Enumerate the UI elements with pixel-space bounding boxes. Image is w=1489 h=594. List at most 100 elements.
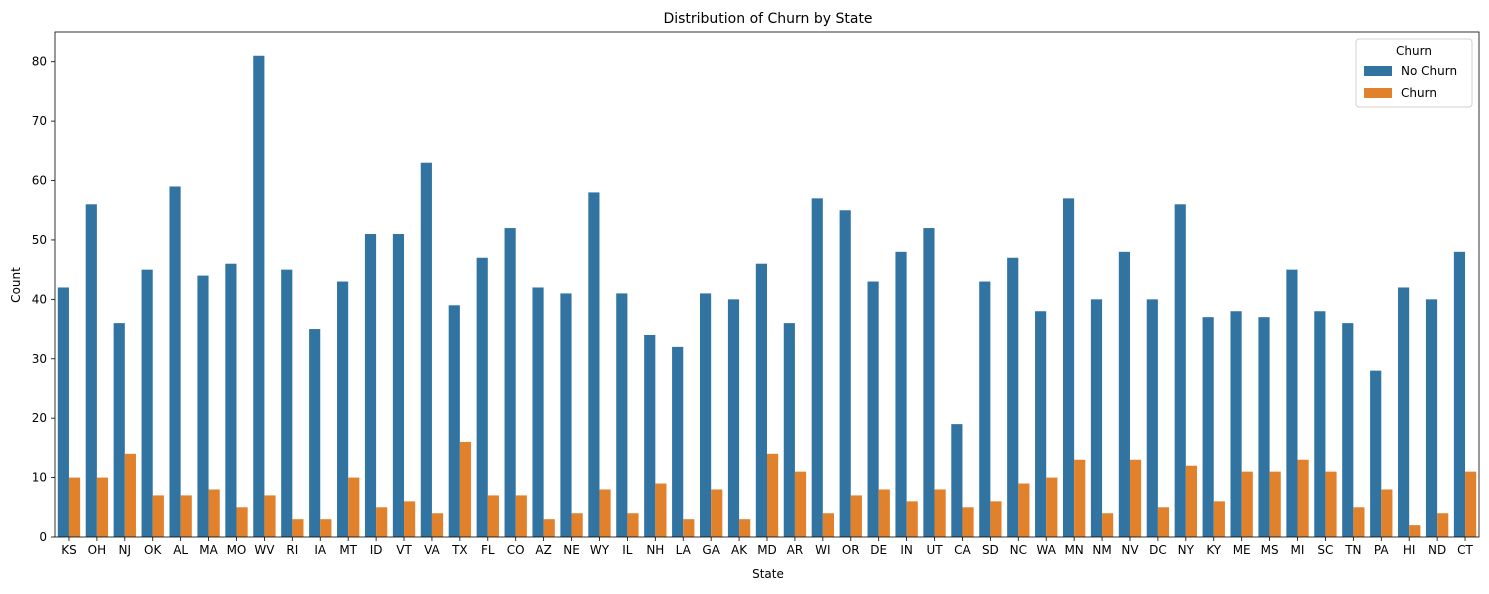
x-tick-label: FL xyxy=(481,543,495,557)
x-tick-label: CA xyxy=(954,543,971,557)
bar-churn-va xyxy=(431,513,444,537)
bar-no-churn-ri xyxy=(281,269,293,537)
x-tick-label: KS xyxy=(61,543,77,557)
bar-churn-ne xyxy=(571,513,583,537)
x-axis: KS OH NJ OK AL MA MO WV RI IA MT ID VT VA TX FL CO AZ NE WY… xyxy=(61,537,1474,557)
x-tick-label: ND xyxy=(1428,543,1446,557)
bar-churn-in xyxy=(906,501,918,537)
bar-churn-il xyxy=(627,513,639,537)
bar-churn-ca xyxy=(962,507,974,537)
bar-no-churn-il xyxy=(616,293,628,537)
y-tick-label: 60 xyxy=(32,174,47,188)
bar-churn-nd xyxy=(1437,513,1449,537)
bar-churn-ga xyxy=(711,489,723,537)
bar-churn-ok xyxy=(152,495,164,537)
chart-title: Distribution of Churn by State xyxy=(663,11,872,27)
legend-label-no-churn: No Churn xyxy=(1401,64,1457,78)
bar-churn-wy xyxy=(599,489,611,537)
bar-no-churn-nj xyxy=(113,323,125,537)
x-tick-label: AR xyxy=(787,543,804,557)
x-tick-label: MO xyxy=(227,543,247,557)
bar-no-churn-ky xyxy=(1202,317,1214,537)
bar-churn-hi xyxy=(1409,525,1421,537)
x-tick-label: NC xyxy=(1010,543,1027,557)
bar-no-churn-md xyxy=(755,263,767,537)
bar-no-churn-tn xyxy=(1342,323,1354,537)
bar-churn-tx xyxy=(459,441,472,537)
bar-churn-vt xyxy=(404,501,416,537)
bar-churn-nj xyxy=(124,453,136,537)
bar-churn-mo xyxy=(236,507,248,537)
x-tick-label: GA xyxy=(702,543,720,557)
bar-churn-ky xyxy=(1213,501,1225,537)
x-tick-label: MS xyxy=(1261,543,1279,557)
bar-no-churn-in xyxy=(895,251,907,537)
bar-churn-nv xyxy=(1129,459,1142,537)
bar-churn-ak xyxy=(739,519,751,537)
x-tick-label: RI xyxy=(286,543,298,557)
bar-no-churn-ny xyxy=(1174,204,1186,538)
x-tick-label: TN xyxy=(1344,543,1361,557)
y-axis: 0 10 20 30 40 50 60 70 80 xyxy=(32,55,55,544)
bar-no-churn-nh xyxy=(644,335,656,537)
x-tick-label: TX xyxy=(451,543,468,557)
x-tick-label: VA xyxy=(424,543,440,557)
bar-no-churn-ar xyxy=(783,323,795,537)
x-tick-label: WV xyxy=(254,543,275,557)
bar-churn-wa xyxy=(1046,477,1058,537)
bar-no-churn-hi xyxy=(1398,287,1410,537)
bar-churn-ct xyxy=(1465,471,1477,537)
legend: Churn No Churn Churn xyxy=(1355,38,1473,108)
x-tick-label: IA xyxy=(314,543,327,557)
y-tick-label: 40 xyxy=(32,292,47,306)
bar-no-churn-or xyxy=(839,210,851,538)
bar-churn-id xyxy=(376,507,388,537)
bar-churn-ms xyxy=(1269,471,1281,537)
bar-churn-nm xyxy=(1102,513,1114,537)
x-tick-label: WY xyxy=(590,543,610,557)
x-tick-label: DE xyxy=(870,543,887,557)
x-tick-label: NJ xyxy=(119,543,132,557)
bar-churn-fl xyxy=(487,495,499,537)
bar-churn-ia xyxy=(320,519,332,537)
x-tick-label: NH xyxy=(646,543,664,557)
bar-no-churn-al xyxy=(169,186,181,537)
bar-no-churn-tx xyxy=(448,305,460,537)
bar-no-churn-ma xyxy=(197,275,209,537)
bar-churn-sc xyxy=(1325,471,1337,537)
bar-churn-ut xyxy=(934,489,946,537)
x-tick-label: UT xyxy=(926,543,943,557)
x-tick-label: WA xyxy=(1037,543,1057,557)
x-tick-label: PA xyxy=(1374,543,1389,557)
bar-no-churn-ga xyxy=(699,293,712,537)
x-tick-label: WI xyxy=(815,543,830,557)
bar-no-churn-wy xyxy=(588,192,600,537)
bar-churn-dc xyxy=(1157,507,1170,537)
bar-no-churn-wi xyxy=(811,198,823,537)
bar-no-churn-ak xyxy=(727,299,740,537)
bar-churn-al xyxy=(180,495,192,537)
bar-churn-ma xyxy=(208,489,220,537)
bar-no-churn-nc xyxy=(1007,257,1019,537)
x-tick-label: IN xyxy=(900,543,913,557)
bar-churn-co xyxy=(515,495,527,537)
bar-churn-oh xyxy=(96,477,109,537)
bar-no-churn-nm xyxy=(1090,299,1103,537)
bar-no-churn-ct xyxy=(1453,251,1466,537)
bar-churn-mi xyxy=(1297,459,1309,537)
plot-area xyxy=(54,31,1480,538)
x-tick-label: SC xyxy=(1317,543,1333,557)
x-tick-label: NE xyxy=(563,543,580,557)
bar-no-churn-az xyxy=(532,287,544,537)
bar-no-churn-sd xyxy=(979,281,991,537)
x-tick-label: OH xyxy=(88,543,106,557)
bar-churn-or xyxy=(850,495,862,537)
bar-no-churn-va xyxy=(420,162,432,537)
x-tick-label: CT xyxy=(1457,543,1473,557)
y-tick-label: 70 xyxy=(32,114,47,128)
x-tick-label: NV xyxy=(1121,543,1139,557)
x-tick-label: IL xyxy=(622,543,633,557)
bar-no-churn-oh xyxy=(85,204,97,538)
bar-no-churn-ca xyxy=(951,424,963,537)
